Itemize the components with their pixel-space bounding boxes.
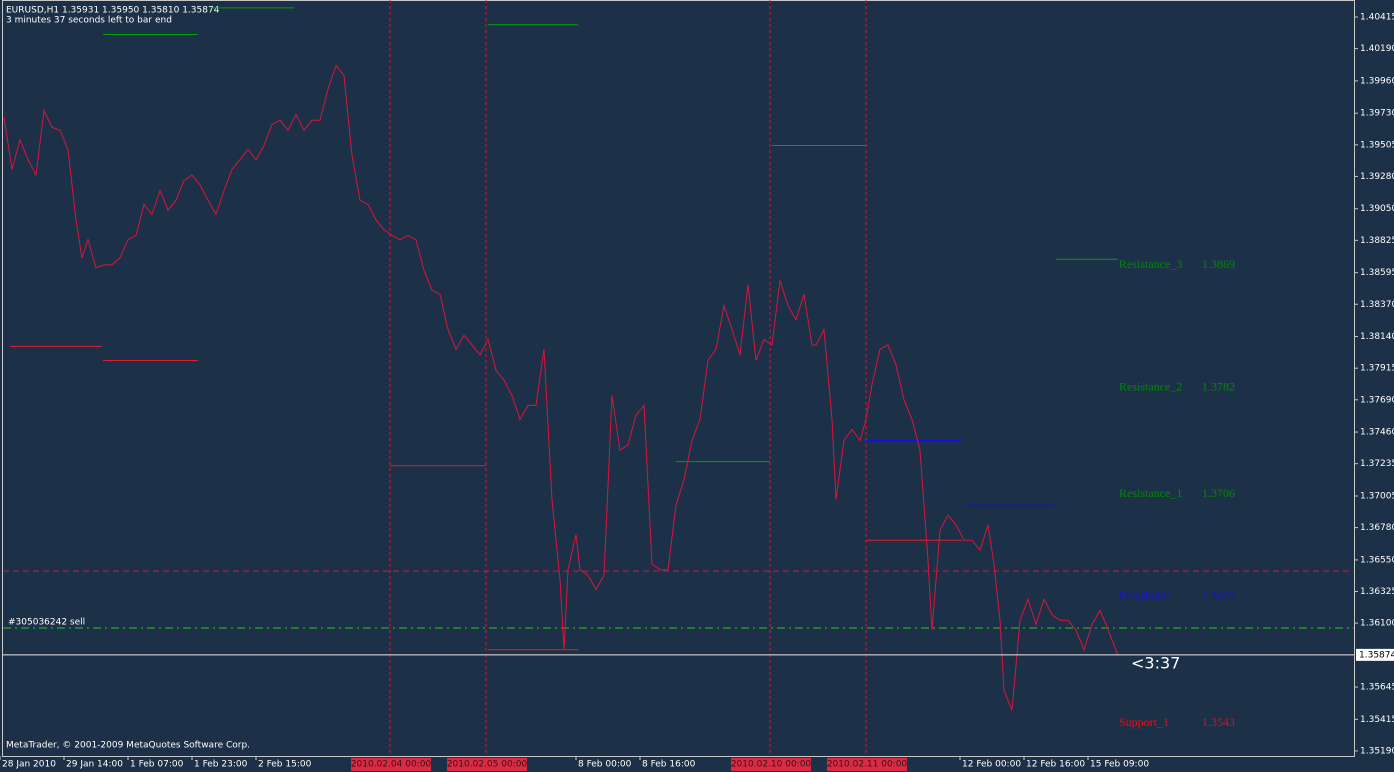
y-tick-label: 1.38825	[1360, 236, 1394, 246]
x-tick-label: 1 Feb 07:00	[130, 760, 184, 770]
y-tick-label: 1.37915	[1360, 364, 1394, 374]
separator-date-box	[351, 758, 431, 771]
y-tick-label: 1.39505	[1360, 140, 1394, 150]
countdown: <3:37	[1131, 653, 1180, 672]
y-tick-label: 1.38140	[1360, 332, 1394, 342]
copyright: MetaTrader, © 2001-2009 MetaQuotes Softw…	[6, 741, 250, 751]
separator-date: 2010.02.10 00:00	[731, 760, 812, 770]
y-tick-label: 1.35645	[1360, 683, 1394, 693]
pivot-name: Support_1	[1119, 715, 1169, 729]
pivot-value: 1.3543	[1202, 715, 1235, 729]
y-tick-label: 1.39730	[1360, 109, 1394, 119]
x-tick-label: 12 Feb 00:00	[962, 760, 1021, 770]
pivot-value: 1.3869	[1202, 257, 1235, 271]
y-tick-label: 1.40190	[1360, 44, 1394, 54]
x-tick-label: 28 Jan 2010	[2, 760, 56, 770]
current-price-box	[1356, 648, 1394, 661]
y-tick-label: 1.37235	[1360, 459, 1394, 469]
pivot-name: Resistance_1	[1119, 486, 1182, 500]
price-line	[3, 64, 1119, 711]
order-label: #305036242 sell	[8, 618, 85, 628]
x-tick-label: 12 Feb 16:00	[1026, 760, 1085, 770]
pivot-value: 1.3782	[1202, 379, 1235, 393]
separator-date-box	[827, 758, 907, 771]
y-tick-label: 1.39960	[1360, 76, 1394, 86]
x-tick-label: 15 Feb 09:00	[1090, 760, 1149, 770]
y-tick-label: 1.35415	[1360, 715, 1394, 725]
x-tick-label: 2 Feb 15:00	[258, 760, 312, 770]
plot-frame	[2, 0, 1355, 757]
separator-date-box	[731, 758, 811, 771]
y-tick-label: 1.40415	[1360, 12, 1394, 22]
separator-date-box	[447, 758, 527, 771]
x-tick-label: 29 Jan 14:00	[66, 760, 123, 770]
y-tick-label: 1.35190	[1360, 746, 1394, 756]
pivot-name: PivotPoint	[1119, 589, 1170, 603]
separator-date: 2010.02.04 00:00	[351, 760, 432, 770]
y-tick-label: 1.36100	[1360, 619, 1394, 629]
pivot-name: Resistance_3	[1119, 257, 1182, 271]
pivot-value: 1.3633	[1202, 589, 1235, 603]
y-tick-label: 1.36325	[1360, 587, 1394, 597]
y-tick-label: 1.36780	[1360, 523, 1394, 533]
pivot-name: Resistance_2	[1119, 379, 1182, 393]
y-tick-label: 1.39050	[1360, 204, 1394, 214]
separator-date: 2010.02.11 00:00	[827, 760, 908, 770]
bar-timer: 3 minutes 37 seconds left to bar end	[6, 16, 172, 26]
y-tick-label: 1.38370	[1360, 300, 1394, 310]
current-price-label: 1.35874	[1359, 650, 1394, 660]
y-tick-label: 1.37460	[1360, 428, 1394, 438]
y-tick-label: 1.37690	[1360, 395, 1394, 405]
x-tick-label: 8 Feb 16:00	[642, 760, 696, 770]
y-tick-label: 1.36550	[1360, 555, 1394, 565]
pivot-value: 1.3706	[1202, 486, 1235, 500]
x-tick-label: 1 Feb 23:00	[194, 760, 248, 770]
y-tick-label: 1.39280	[1360, 172, 1394, 182]
y-tick-label: 1.38595	[1360, 268, 1394, 278]
x-tick-label: 8 Feb 00:00	[578, 760, 632, 770]
symbol-header: EURUSD,H1 1.35931 1.35950 1.35810 1.3587…	[6, 6, 220, 16]
separator-date: 2010.02.05 00:00	[447, 760, 528, 770]
y-tick-label: 1.37005	[1360, 491, 1394, 501]
